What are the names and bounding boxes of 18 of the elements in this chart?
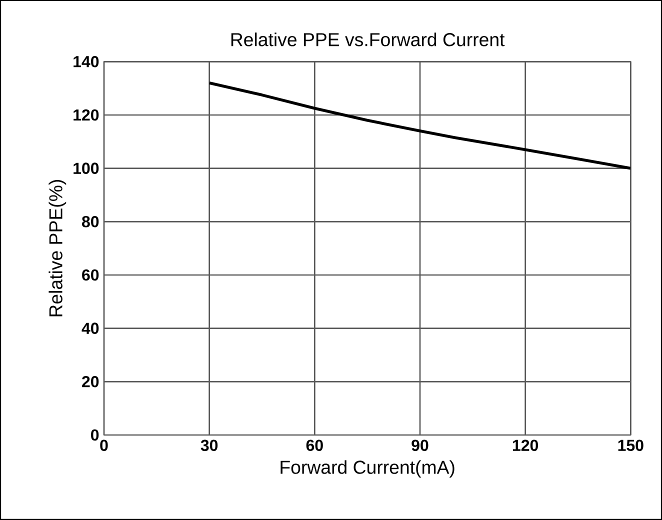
y-axis-title: Relative PPE(%) xyxy=(48,180,66,316)
y-tick-label: 20 xyxy=(82,376,99,388)
x-tick-label: 150 xyxy=(618,440,644,452)
x-tick-label: 120 xyxy=(512,440,538,452)
y-tick-label: 80 xyxy=(82,216,99,228)
x-tick-label: 30 xyxy=(200,440,218,452)
x-tick-label: 0 xyxy=(100,440,108,452)
y-tick-label: 100 xyxy=(74,162,99,174)
y-tick-label: 0 xyxy=(91,429,99,441)
x-tick-label: 90 xyxy=(412,440,428,452)
x-axis-title: Forward Current(mA) xyxy=(280,460,454,478)
y-tick-label: 40 xyxy=(82,322,99,334)
chart-title: Relative PPE vs.Forward Current xyxy=(231,32,505,46)
x-tick-label: 60 xyxy=(306,440,323,452)
y-tick-label: 120 xyxy=(74,109,99,121)
y-tick-label: 140 xyxy=(74,56,99,68)
y-tick-label: 60 xyxy=(82,269,99,281)
line-series xyxy=(208,82,631,170)
